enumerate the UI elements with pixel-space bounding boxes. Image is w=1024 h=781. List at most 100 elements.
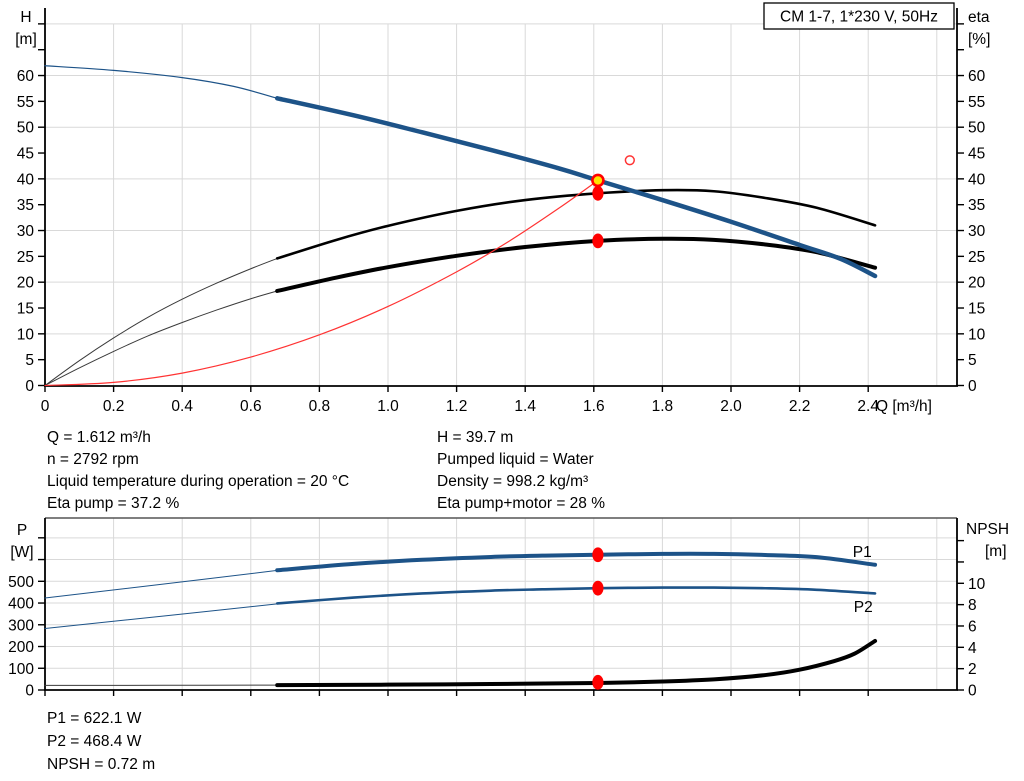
q-axis-unit-label: Q [m³/h] xyxy=(876,398,932,415)
result-p2: P2 = 468.4 W xyxy=(47,733,142,750)
y-left-tick-label: 20 xyxy=(17,275,35,292)
series-label-p2: P2 xyxy=(854,599,873,616)
y-right-tick-label: 4 xyxy=(968,640,977,657)
eta-axis-unit: [%] xyxy=(968,31,990,48)
y-left-tick-label: 35 xyxy=(17,197,34,214)
x-tick-label: 1.6 xyxy=(583,398,605,415)
y-right-tick-label: 30 xyxy=(968,223,986,240)
y-right-tick-label: 0 xyxy=(968,378,977,395)
y-right-tick-label: 40 xyxy=(968,171,986,188)
y-left-tick-label: 60 xyxy=(17,68,35,85)
qh-curve xyxy=(274,96,878,279)
y-left-tick-label: 50 xyxy=(17,120,35,137)
y-left-tick-label: 0 xyxy=(25,683,34,700)
y-right-tick-label: 15 xyxy=(968,301,985,318)
result-eta-pump: Eta pump = 37.2 % xyxy=(47,495,180,512)
eta-pump-point-marker xyxy=(592,185,604,201)
y-right-tick-label: 5 xyxy=(968,352,977,369)
y-left-tick-label: 300 xyxy=(8,617,34,634)
chart-static-overlay: H [m] eta [%] Q [m³/h] P [W] NPSH [m] CM… xyxy=(10,2,1009,561)
y-right-tick-label: 55 xyxy=(968,94,985,111)
y-left-tick-label: 100 xyxy=(8,661,34,678)
y-right-tick-label: 2 xyxy=(968,661,977,678)
eta-pump-motor-curve-ext xyxy=(44,290,278,386)
system-curve xyxy=(44,179,599,387)
y-right-tick-label: 35 xyxy=(968,197,985,214)
y-left-tick-label: 15 xyxy=(17,301,34,318)
npsh-axis-label: NPSH xyxy=(966,521,1009,538)
y-left-tick-label: 25 xyxy=(17,249,34,266)
eta-pump-motor-point-marker xyxy=(592,233,604,249)
x-tick-label: 0.4 xyxy=(171,398,193,415)
y-right-tick-label: 60 xyxy=(968,68,986,85)
y-right-tick-label: 45 xyxy=(968,146,985,163)
result-pumped-liquid: Pumped liquid = Water xyxy=(437,451,594,468)
p2-curve-ext xyxy=(44,603,278,629)
npsh-point-marker xyxy=(592,674,604,690)
qh-curve-min-flow xyxy=(44,65,278,99)
result-p1: P1 = 622.1 W xyxy=(47,710,142,727)
result-density: Density = 998.2 kg/m³ xyxy=(437,473,589,490)
y-left-tick-label: 200 xyxy=(8,639,34,656)
x-tick-label: 1.2 xyxy=(446,398,468,415)
h-axis-unit: [m] xyxy=(15,31,37,48)
y-left-tick-label: 500 xyxy=(8,574,34,591)
result-h: H = 39.7 m xyxy=(437,429,514,446)
series-label-p1: P1 xyxy=(853,544,872,561)
p1-point-marker xyxy=(592,547,604,563)
eta-pump-motor-curve xyxy=(275,236,878,293)
y-right-tick-label: 10 xyxy=(968,576,986,593)
x-tick-label: 1.4 xyxy=(514,398,536,415)
result-eta-pump-motor: Eta pump+motor = 28 % xyxy=(437,495,606,512)
result-speed: n = 2792 rpm xyxy=(47,451,139,468)
npsh-curve xyxy=(275,638,878,688)
duty-point-marker[interactable] xyxy=(591,173,605,188)
result-npsh: NPSH = 0.72 m xyxy=(47,756,156,773)
result-q: Q = 1.612 m³/h xyxy=(47,429,151,446)
y-right-tick-label: 20 xyxy=(968,275,986,292)
power-result-block: P1 = 622.1 W P2 = 468.4 W NPSH = 0.72 m xyxy=(47,707,155,776)
y-right-tick-label: 50 xyxy=(968,120,986,137)
y-left-tick-label: 45 xyxy=(17,146,34,163)
y-left-tick-label: 40 xyxy=(17,171,35,188)
x-tick-label: 2.0 xyxy=(720,398,742,415)
p-axis-unit: [W] xyxy=(10,544,33,561)
y-right-tick-label: 25 xyxy=(968,249,985,266)
x-tick-label: 0 xyxy=(41,398,50,415)
y-left-tick-label: 400 xyxy=(8,596,34,613)
y-right-tick-label: 0 xyxy=(968,683,977,700)
result-liquid-temp: Liquid temperature during operation = 20… xyxy=(47,473,350,490)
pump-title-text: CM 1-7, 1*230 V, 50Hz xyxy=(780,9,938,26)
requested-duty-point-marker xyxy=(624,155,635,166)
x-tick-label: 2.4 xyxy=(857,398,879,415)
eta-pump-curve-ext xyxy=(44,257,278,386)
x-tick-label: 1.0 xyxy=(377,398,399,415)
qh-efficiency-chart: 0 0.2 0.4 0.6 0.8 1.0 1.2 1.4 1.6 1.8 2.0 2.2 2.4 0 5 1… xyxy=(17,8,986,415)
y-right-tick-label: 6 xyxy=(968,618,977,635)
h-axis-label: H xyxy=(20,9,31,26)
p-axis-label: P xyxy=(17,522,27,539)
y-left-tick-label: 55 xyxy=(17,94,34,111)
x-tick-label: 2.2 xyxy=(789,398,811,415)
y-right-tick-label: 8 xyxy=(968,597,977,614)
y-left-tick-label: 0 xyxy=(25,378,34,395)
power-npsh-chart: 0 100 200 300 400 500 0 2 4 6 8 10 P1 P2 xyxy=(8,517,986,700)
x-tick-label: 0.8 xyxy=(309,398,331,415)
p1-curve-ext xyxy=(44,569,278,599)
duty-result-block-left: Q = 1.612 m³/h n = 2792 rpm Liquid tempe… xyxy=(47,427,349,515)
x-tick-label: 0.6 xyxy=(240,398,262,415)
x-tick-label: 1.8 xyxy=(652,398,674,415)
p2-point-marker xyxy=(592,580,604,596)
eta-axis-label: eta xyxy=(968,9,990,26)
pump-title-box xyxy=(763,2,955,30)
y-left-tick-label: 5 xyxy=(25,352,34,369)
npsh-axis-unit: [m] xyxy=(985,543,1007,560)
x-tick-label: 0.2 xyxy=(103,398,125,415)
duty-result-block-right: H = 39.7 m Pumped liquid = Water Density… xyxy=(437,427,605,515)
p2-curve xyxy=(275,586,877,605)
y-left-tick-label: 30 xyxy=(17,223,35,240)
y-left-tick-label: 10 xyxy=(17,326,35,343)
p1-curve xyxy=(275,551,878,573)
